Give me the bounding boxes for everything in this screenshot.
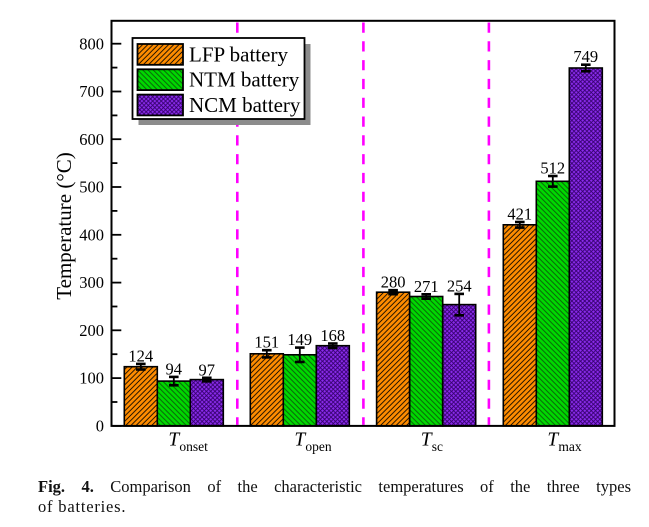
svg-text:Temperature (°C): Temperature (°C) xyxy=(52,152,76,299)
svg-text:onset: onset xyxy=(179,439,208,454)
svg-text:124: 124 xyxy=(128,346,153,365)
svg-text:400: 400 xyxy=(79,225,104,244)
svg-text:271: 271 xyxy=(414,277,439,296)
svg-text:280: 280 xyxy=(381,273,406,292)
svg-text:NCM battery: NCM battery xyxy=(189,93,301,117)
svg-text:300: 300 xyxy=(79,273,104,292)
svg-text:max: max xyxy=(558,439,581,454)
svg-text:421: 421 xyxy=(507,205,532,224)
svg-text:151: 151 xyxy=(254,333,279,352)
svg-text:600: 600 xyxy=(79,130,104,149)
svg-text:800: 800 xyxy=(79,34,104,53)
svg-text:T: T xyxy=(168,430,180,451)
svg-text:open: open xyxy=(305,439,331,454)
svg-text:0: 0 xyxy=(96,417,104,436)
svg-text:749: 749 xyxy=(573,47,598,66)
svg-text:T: T xyxy=(547,430,559,451)
svg-text:254: 254 xyxy=(447,276,472,295)
svg-text:97: 97 xyxy=(199,360,216,379)
svg-text:200: 200 xyxy=(79,321,104,340)
svg-text:700: 700 xyxy=(79,82,104,101)
svg-text:100: 100 xyxy=(79,369,104,388)
svg-text:500: 500 xyxy=(79,178,104,197)
svg-text:T: T xyxy=(421,430,433,451)
svg-text:149: 149 xyxy=(287,330,312,349)
svg-text:94: 94 xyxy=(166,359,183,378)
svg-text:NTM battery: NTM battery xyxy=(189,68,300,92)
svg-text:T: T xyxy=(294,430,306,451)
svg-text:168: 168 xyxy=(320,326,345,345)
svg-text:sc: sc xyxy=(432,439,443,454)
svg-text:LFP battery: LFP battery xyxy=(189,42,288,66)
svg-text:512: 512 xyxy=(540,159,565,178)
